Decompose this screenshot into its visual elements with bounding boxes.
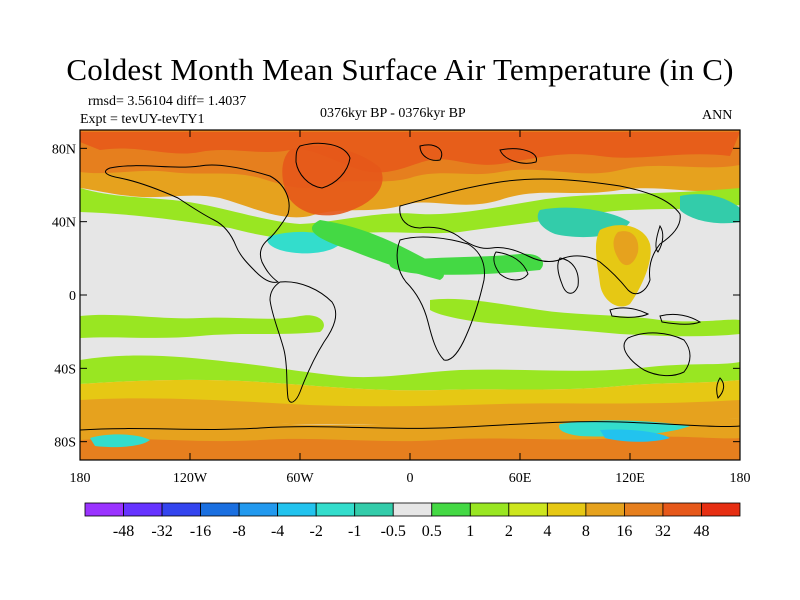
lon-tick-label: 0	[407, 471, 414, 486]
map-title: Coldest Month Mean Surface Air Temperatu…	[66, 52, 734, 87]
colorbar-swatch	[277, 502, 317, 517]
colorbar-label: 32	[655, 523, 671, 540]
experiment-label: Expt = tevUY-tevTY1	[80, 112, 205, 127]
latitude-axis: 80N 40N 0 40S 80S	[52, 142, 740, 451]
colorbar-swatch	[662, 502, 702, 517]
colorbar-label: -8	[232, 523, 245, 540]
colorbar-swatch	[701, 502, 741, 517]
colorbar-swatch	[354, 502, 394, 517]
colorbar-swatch	[161, 502, 201, 517]
colorbar-swatch	[585, 502, 625, 517]
colorbar-label: -0.5	[381, 523, 406, 540]
lon-tick-label: 120W	[173, 471, 208, 486]
colorbar-label: 8	[582, 523, 590, 540]
colorbar-swatch	[238, 502, 279, 517]
colorbar-swatch	[123, 502, 163, 517]
temperature-field	[80, 130, 740, 460]
lat-tick-label: 80N	[52, 142, 76, 157]
colorbar-swatch	[546, 502, 587, 517]
colorbar-label: 4	[543, 523, 551, 540]
longitude-axis: 180 120W 60W 0 60E 120E 180	[70, 130, 751, 486]
colorbar-swatch	[315, 502, 356, 517]
colorbar-swatch	[84, 502, 124, 517]
colorbar-label: -48	[113, 523, 134, 540]
lon-tick-label: 60W	[286, 471, 314, 486]
colorbar-label: 0.5	[422, 523, 442, 540]
lat-tick-label: 80S	[54, 436, 76, 451]
colorbar: -48 -32 -16 -8 -4 -2 -1 -0.5 0.5 1 2 4 8 16 32 48	[84, 502, 741, 540]
season-label: ANN	[702, 108, 733, 123]
colorbar-label: -2	[310, 523, 323, 540]
lon-tick-label: 60E	[509, 471, 532, 486]
period-label: 0376kyr BP - 0376kyr BP	[320, 106, 466, 121]
lat-tick-label: 0	[69, 289, 76, 304]
colorbar-swatch	[431, 502, 471, 517]
colorbar-label: 1	[466, 523, 474, 540]
colorbar-label: -32	[151, 523, 172, 540]
lon-tick-label: 180	[730, 471, 751, 486]
colorbar-label: 2	[505, 523, 513, 540]
colorbar-label: -1	[348, 523, 361, 540]
colorbar-label: -16	[190, 523, 211, 540]
colorbar-label: 48	[693, 523, 709, 540]
colorbar-label: -4	[271, 523, 284, 540]
lat-tick-label: 40S	[54, 362, 76, 377]
colorbar-swatch	[392, 502, 433, 517]
lat-tick-label: 40N	[52, 216, 76, 231]
rmsd-diff-label: rmsd= 3.56104 diff= 1.4037	[88, 94, 247, 109]
lon-tick-label: 120E	[615, 471, 645, 486]
colorbar-swatch	[200, 502, 240, 517]
lon-tick-label: 180	[70, 471, 91, 486]
colorbar-swatch	[508, 502, 548, 517]
colorbar-swatch	[469, 502, 510, 517]
colorbar-label: 16	[616, 523, 632, 540]
coastlines	[80, 142, 740, 431]
colorbar-swatch	[624, 502, 664, 517]
